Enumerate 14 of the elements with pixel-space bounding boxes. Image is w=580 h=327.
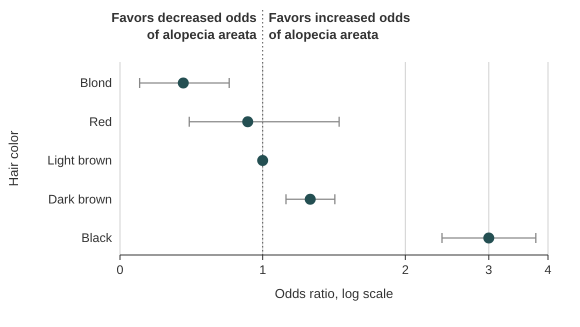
- x-tick-label: 2: [402, 263, 409, 277]
- text: Favors increased odds of alopecia areata: [268, 10, 410, 42]
- y-axis-title: Hair color: [6, 130, 21, 186]
- text: Favors decreased odds of alopecia areata: [111, 10, 258, 42]
- y-tick-label: Blond: [80, 76, 112, 90]
- x-tick-label: 0: [116, 263, 124, 277]
- y-tick-label: Light brown: [47, 154, 112, 168]
- x-axis-title: Odds ratio, log scale: [274, 286, 394, 301]
- x-tick-label: 1: [259, 263, 266, 277]
- y-tick-label: Black: [81, 231, 113, 245]
- y-tick-label: Red: [89, 114, 112, 129]
- x-tick-label: 3: [485, 263, 492, 277]
- y-tick-label: Dark brown: [48, 192, 112, 206]
- x-tick-label: 4: [544, 263, 552, 277]
